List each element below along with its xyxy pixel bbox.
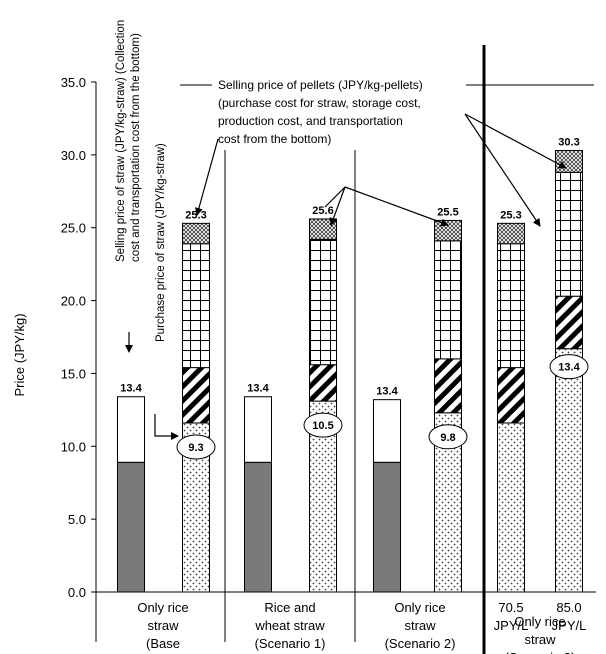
- straw-selling-annotation-2: cost and transportation cost from the bo…: [130, 33, 142, 262]
- pellet-annotation-line-3: production cost, and transportation: [218, 114, 403, 128]
- bar-segment-white: [117, 396, 145, 463]
- bar-segment-diag: [497, 367, 525, 424]
- pellet-arrow-s3a: [464, 113, 541, 227]
- purchase-price-oval: [428, 424, 468, 450]
- pellet-arrow-s1: [324, 186, 346, 208]
- sub-category-label: 70.5: [498, 600, 523, 615]
- bar-segment-diag: [182, 367, 210, 424]
- bar-segment-dots: [555, 348, 583, 593]
- bar-segment-white: [373, 399, 401, 463]
- purchase-price-label: 9.3: [188, 442, 203, 454]
- bar-total-label: 25.5: [437, 206, 458, 218]
- bar-segment-diag: [309, 364, 337, 402]
- purchase-price-oval: [176, 434, 216, 460]
- bar-total-label: 25.6: [312, 205, 333, 217]
- bar-segment-grid: [309, 238, 337, 366]
- bar-total-label: 25.3: [185, 209, 206, 221]
- category-label: Only rice: [137, 600, 188, 615]
- pellet-arrow-s2: [344, 186, 449, 227]
- bar-total-label: 30.3: [558, 136, 579, 148]
- sub-category-label: 85.0: [556, 600, 581, 615]
- y-tick-label: 5.0: [68, 512, 86, 527]
- sub-category-label: JPY/L: [552, 618, 587, 633]
- bar-segment-diag: [555, 295, 583, 350]
- category-label: straw: [404, 618, 436, 633]
- bar-segment-gray: [244, 461, 272, 593]
- pellet-annotation-line-2: (purchase cost for straw, storage cost,: [218, 96, 421, 110]
- pellet-arrow-s1b: [329, 186, 346, 226]
- bar-segment-cross: [182, 222, 210, 245]
- bar-segment-grid: [497, 243, 525, 369]
- y-tick-label: 30.0: [61, 148, 86, 163]
- bar-segment-cross: [497, 222, 525, 245]
- category-label: Rice and: [264, 600, 315, 615]
- purchase-price-oval: [549, 354, 589, 380]
- bar-total-label: 13.4: [376, 386, 398, 398]
- pellet-annotation-line-4: cost from the bottom): [218, 132, 331, 146]
- bar-segment-grid: [182, 243, 210, 369]
- category-label: straw: [147, 618, 179, 633]
- y-axis-title: Price (JPY/kg): [12, 313, 27, 396]
- category-label: (Scenario 2): [385, 636, 456, 651]
- bar-segment-cross: [434, 219, 462, 242]
- purchase-price-ovals: 9.3 10.5 9.8 13.4: [176, 354, 589, 460]
- total-labels: 13.4 25.3 13.4 25.6 13.4 25.5 25.3 30.3: [120, 136, 579, 397]
- pellet-arrow-s3b: [464, 113, 567, 169]
- y-tick-label: 20.0: [61, 294, 86, 309]
- bar-segment-gray: [117, 461, 145, 593]
- bar-total-label: 13.4: [247, 383, 269, 395]
- y-axis: 0.0 5.0 10.0 15.0 20.0 25.0 30.0 35.0: [61, 75, 97, 600]
- category-label: (Scenario 3): [505, 650, 576, 654]
- pellet-arrow-base: [195, 138, 219, 216]
- purchase-price-label: 9.8: [440, 432, 455, 444]
- purchase-price-annotation: Purchase price of straw (JPY/kg-straw): [155, 143, 167, 342]
- category-label: straw: [524, 632, 556, 647]
- category-label: Only rice: [514, 614, 565, 629]
- pellet-annotation-line-1: Selling price of pellets (JPY/kg-pellets…: [218, 78, 423, 92]
- purchase-price-oval: [303, 412, 343, 438]
- purchase-price-arrow: [154, 414, 179, 440]
- bar-segment-diag: [434, 358, 462, 414]
- category-label: (Scenario 1): [255, 636, 326, 651]
- annotations: Selling price of pellets (JPY/kg-pellets…: [115, 20, 594, 440]
- y-tick-label: 0.0: [68, 585, 86, 600]
- purchase-price-label: 13.4: [558, 362, 580, 374]
- bar-total-label: 13.4: [120, 383, 142, 395]
- sub-category-label: JPY/L: [494, 618, 529, 633]
- bar-segment-white: [244, 396, 272, 463]
- straw-selling-annotation-1: Selling price of straw (JPY/kg-straw) (C…: [115, 20, 127, 262]
- y-tick-label: 25.0: [61, 221, 86, 236]
- bar-segment-cross: [555, 149, 583, 173]
- bar-segment-grid: [555, 171, 583, 297]
- category-label: Only rice: [394, 600, 445, 615]
- bars: [117, 149, 583, 593]
- y-tick-label: 10.0: [61, 439, 86, 454]
- category-label: wheat straw: [254, 618, 325, 633]
- category-label: (Base: [146, 636, 180, 651]
- bar-segment-dots: [497, 422, 525, 593]
- y-tick-label: 15.0: [61, 366, 86, 381]
- bar-segment-grid: [434, 240, 462, 360]
- purchase-price-label: 10.5: [312, 420, 333, 432]
- bar-segment-gray: [373, 461, 401, 593]
- y-tick-label: 35.0: [61, 75, 86, 90]
- bar-total-label: 25.3: [500, 209, 521, 221]
